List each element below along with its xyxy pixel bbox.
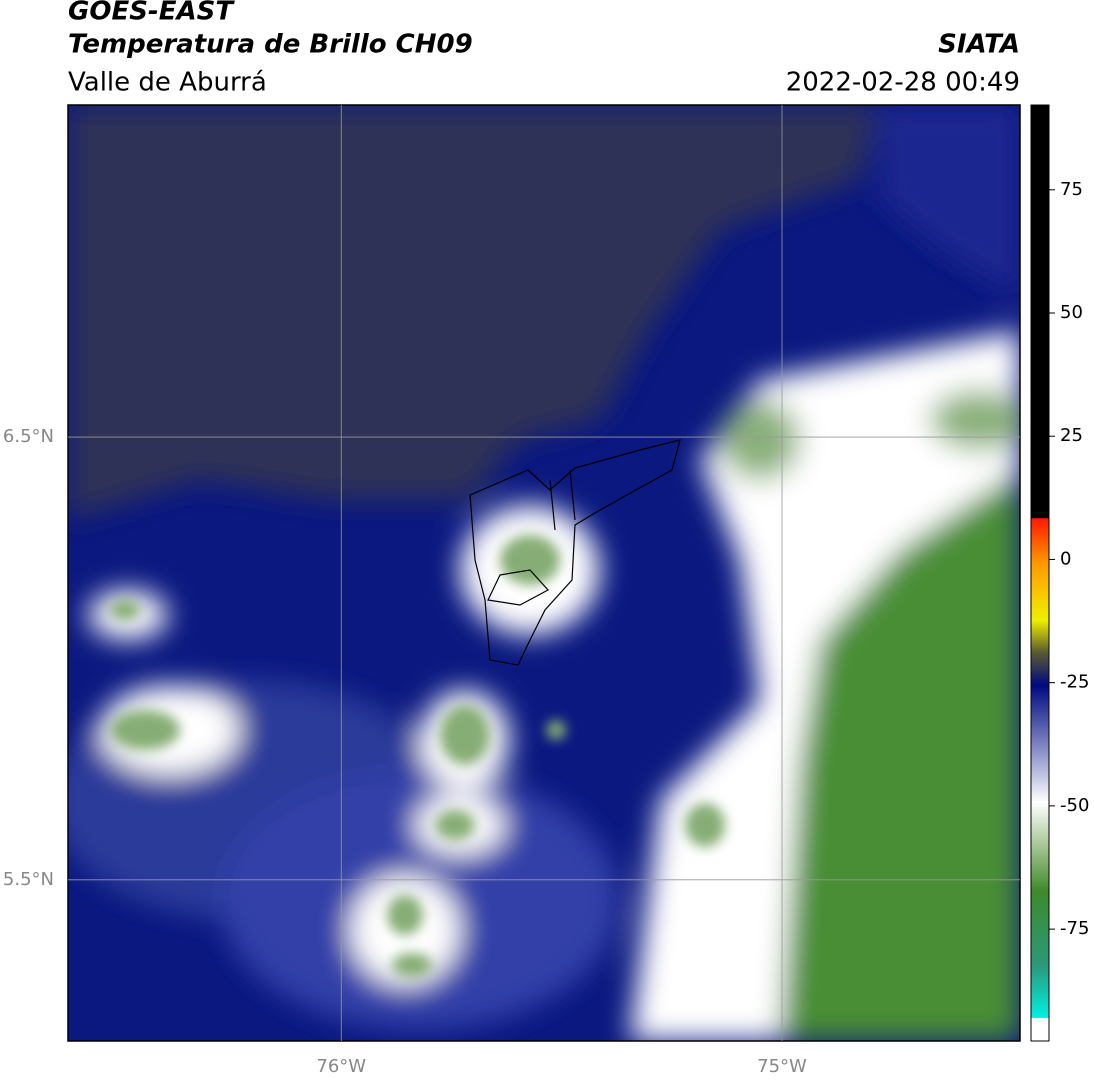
source: SIATA xyxy=(938,30,1020,60)
map-frame xyxy=(67,104,1021,1042)
x-tick-label: 76°W xyxy=(316,1056,366,1077)
municipal-boundaries xyxy=(469,439,681,666)
colorbar-tick-label: 0 xyxy=(1060,548,1071,569)
colorbar-tick-label: 50 xyxy=(1060,302,1083,323)
colorbar-tick-label: 75 xyxy=(1060,179,1083,200)
y-tick-label: 6.5°N xyxy=(3,426,54,447)
colorbar-tick-label: -75 xyxy=(1060,918,1089,939)
x-tick-label: 75°W xyxy=(757,1056,807,1077)
subtitle: Temperatura de Brillo CH09 xyxy=(68,30,473,60)
satellite-image xyxy=(68,105,1020,1041)
title: GOES-EAST xyxy=(68,0,235,27)
colorbar-tick-label: -25 xyxy=(1060,672,1089,693)
datetime: 2022-02-28 00:49 xyxy=(786,68,1020,98)
colorbar xyxy=(1030,104,1050,1042)
colorbar-tick-label: 25 xyxy=(1060,425,1083,446)
colorbar-tick-label: -50 xyxy=(1060,795,1089,816)
region: Valle de Aburrá xyxy=(68,68,267,98)
y-tick-label: 5.5°N xyxy=(3,869,54,890)
